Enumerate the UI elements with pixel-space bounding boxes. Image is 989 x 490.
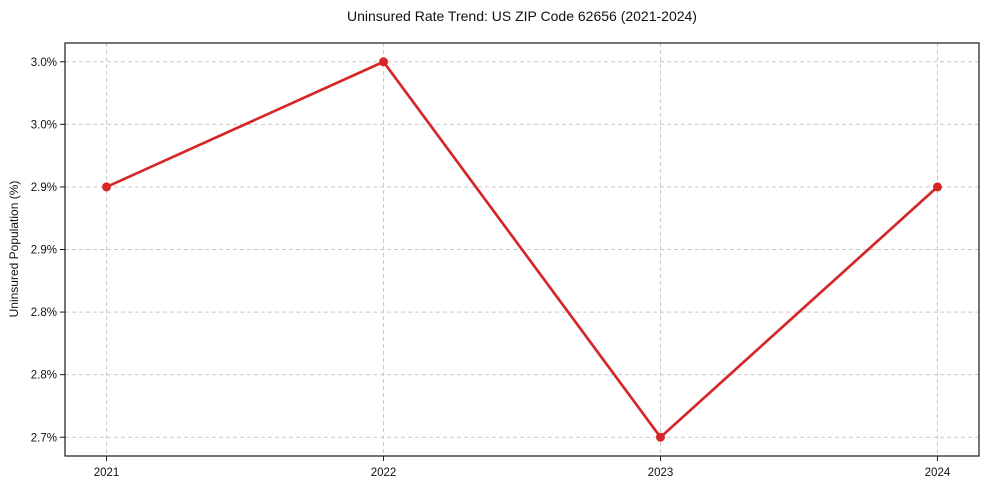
x-tick-label: 2021 (94, 467, 120, 479)
y-tick-label: 2.8% (31, 307, 57, 319)
y-tick-label: 2.9% (31, 245, 57, 257)
x-tick-label: 2023 (648, 467, 674, 479)
data-point-2021 (102, 182, 112, 192)
y-tick-label: 2.8% (31, 370, 57, 382)
y-tick-label: 3.0% (31, 57, 57, 69)
y-tick-label: 2.9% (31, 182, 57, 194)
data-point-2022 (379, 57, 389, 67)
y-tick-label: 2.7% (31, 432, 57, 444)
chart-title: Uninsured Rate Trend: US ZIP Code 62656 … (347, 8, 697, 24)
trend-line (105, 60, 939, 439)
y-tick-label: 3.0% (31, 119, 57, 131)
data-point-2023 (655, 432, 665, 442)
x-tick-label: 2024 (925, 467, 951, 479)
axis-spines (64, 42, 980, 457)
data-point-2024 (932, 182, 942, 192)
x-tick-label: 2022 (371, 467, 397, 479)
